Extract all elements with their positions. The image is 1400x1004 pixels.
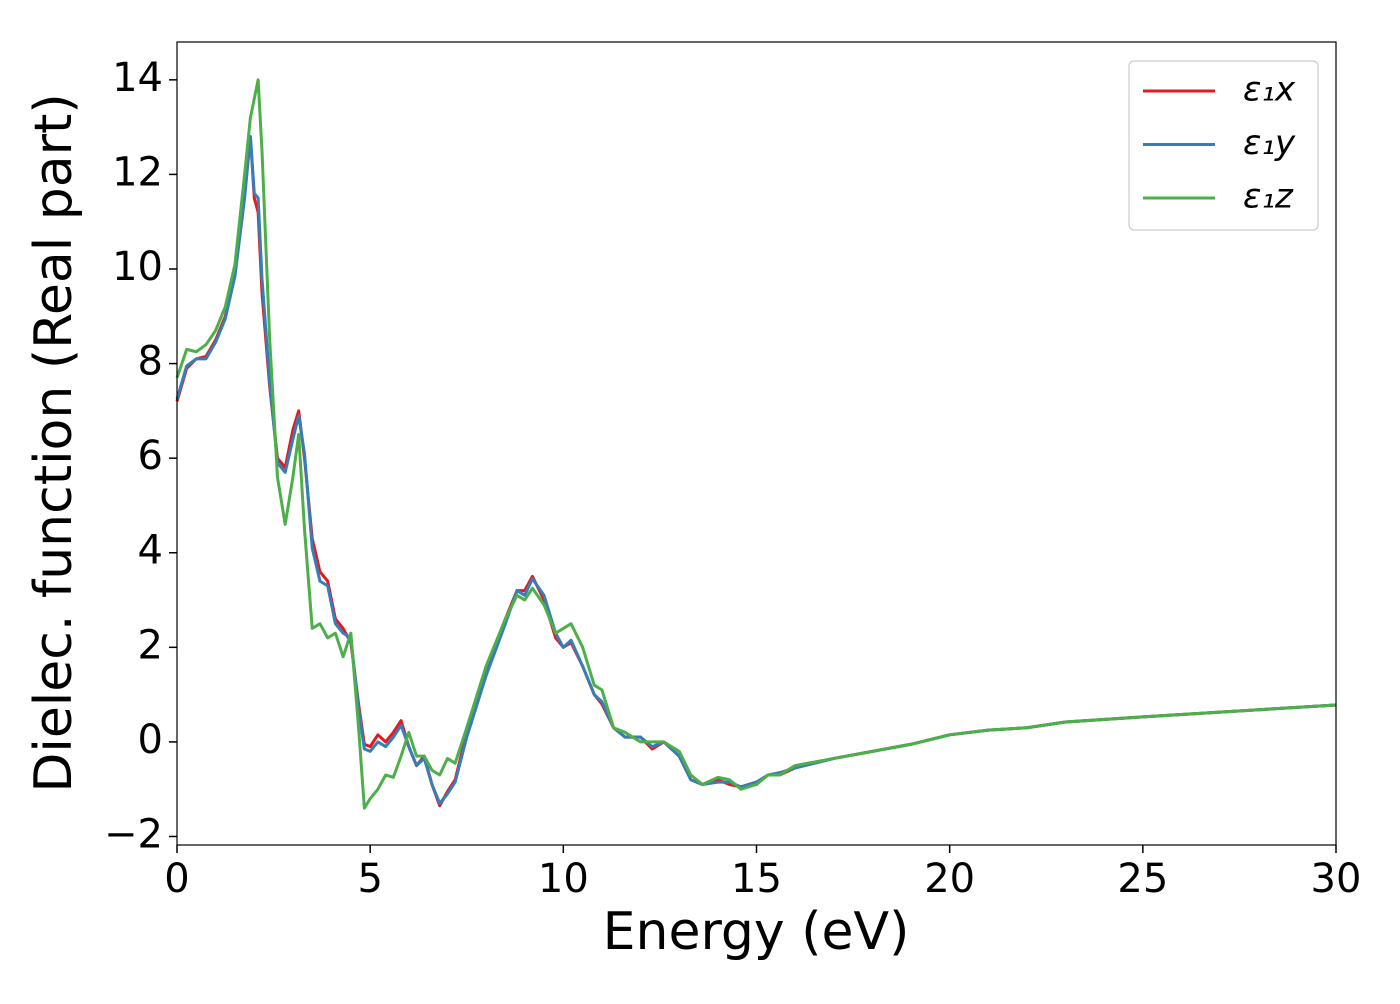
y-tick-label: 0 [138, 717, 163, 763]
legend-label: ε₁z [1243, 177, 1294, 217]
data-line [175, 135, 1337, 805]
x-tick-label: 10 [538, 856, 589, 902]
y-tick-label: −2 [104, 811, 163, 857]
y-tick-label: 10 [112, 244, 163, 290]
x-tick-label: 15 [731, 856, 782, 902]
x-tick-label: 25 [1117, 856, 1168, 902]
data-line [175, 78, 1337, 810]
y-tick-label: 8 [138, 339, 163, 385]
y-tick-label: 6 [138, 433, 163, 479]
x-tick-label: 0 [164, 856, 189, 902]
y-tick-label: 4 [138, 528, 163, 574]
x-axis-label: Energy (eV) [603, 902, 910, 962]
plot-frame [176, 41, 1337, 846]
x-tick-label: 20 [924, 856, 975, 902]
y-tick-label: 12 [112, 149, 163, 195]
legend-label: ε₁x [1243, 70, 1296, 110]
data-line [175, 135, 1337, 808]
y-tick-label: 14 [112, 55, 163, 101]
legend-box [1128, 60, 1319, 231]
x-tick-label: 5 [357, 856, 382, 902]
x-tick-label: 30 [1311, 856, 1362, 902]
y-tick-label: 2 [138, 622, 163, 668]
y-axis-label: Dielec. function (Real part) [24, 93, 84, 792]
legend-label: ε₁y [1243, 123, 1296, 163]
